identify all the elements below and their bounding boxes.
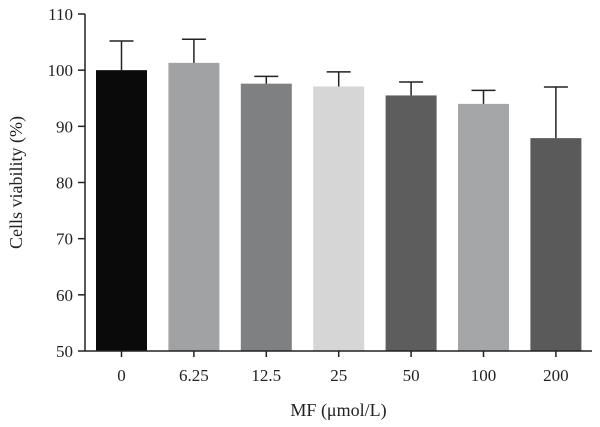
y-axis-title: Cells viability (%) [6,116,27,249]
error-bar-100 [471,89,496,104]
error-bar-25 [326,71,351,87]
y-tick-label: 60 [56,286,73,305]
x-tick-label: 200 [543,366,569,385]
x-tick-label: 6.25 [179,366,209,385]
error-bar-6.25 [181,38,206,63]
error-bar-0 [109,40,134,71]
bars [96,62,582,352]
y-tick-label: 90 [56,117,73,136]
bar-12.5 [240,83,292,351]
y-tick-label: 50 [56,342,73,361]
error-bar-50 [399,81,424,96]
error-bar-200 [543,86,568,139]
x-tick-label: 100 [471,366,497,385]
bar-50 [385,95,437,351]
x-tick-label: 50 [403,366,420,385]
bar-25 [313,86,365,351]
y-tick-label: 100 [48,61,74,80]
error-bars [109,38,568,139]
x-axis-title: MF (μmol/L) [290,400,386,421]
y-tick-label: 110 [48,5,73,24]
x-tick-label: 12.5 [251,366,281,385]
bar-200 [530,138,582,351]
bar-0 [96,70,147,352]
y-axis-ticks: 50 60 70 80 90 100 110 [48,5,85,361]
x-tick-label: 0 [117,366,126,385]
y-tick-label: 80 [56,174,73,193]
x-tick-label: 25 [330,366,347,385]
y-tick-label: 70 [56,230,73,249]
error-bar-12.5 [254,75,279,84]
bar-6.25 [168,62,220,352]
x-axis-ticks: 0 6.25 12.5 25 50 100 200 [117,351,569,385]
bar-100 [458,103,509,351]
